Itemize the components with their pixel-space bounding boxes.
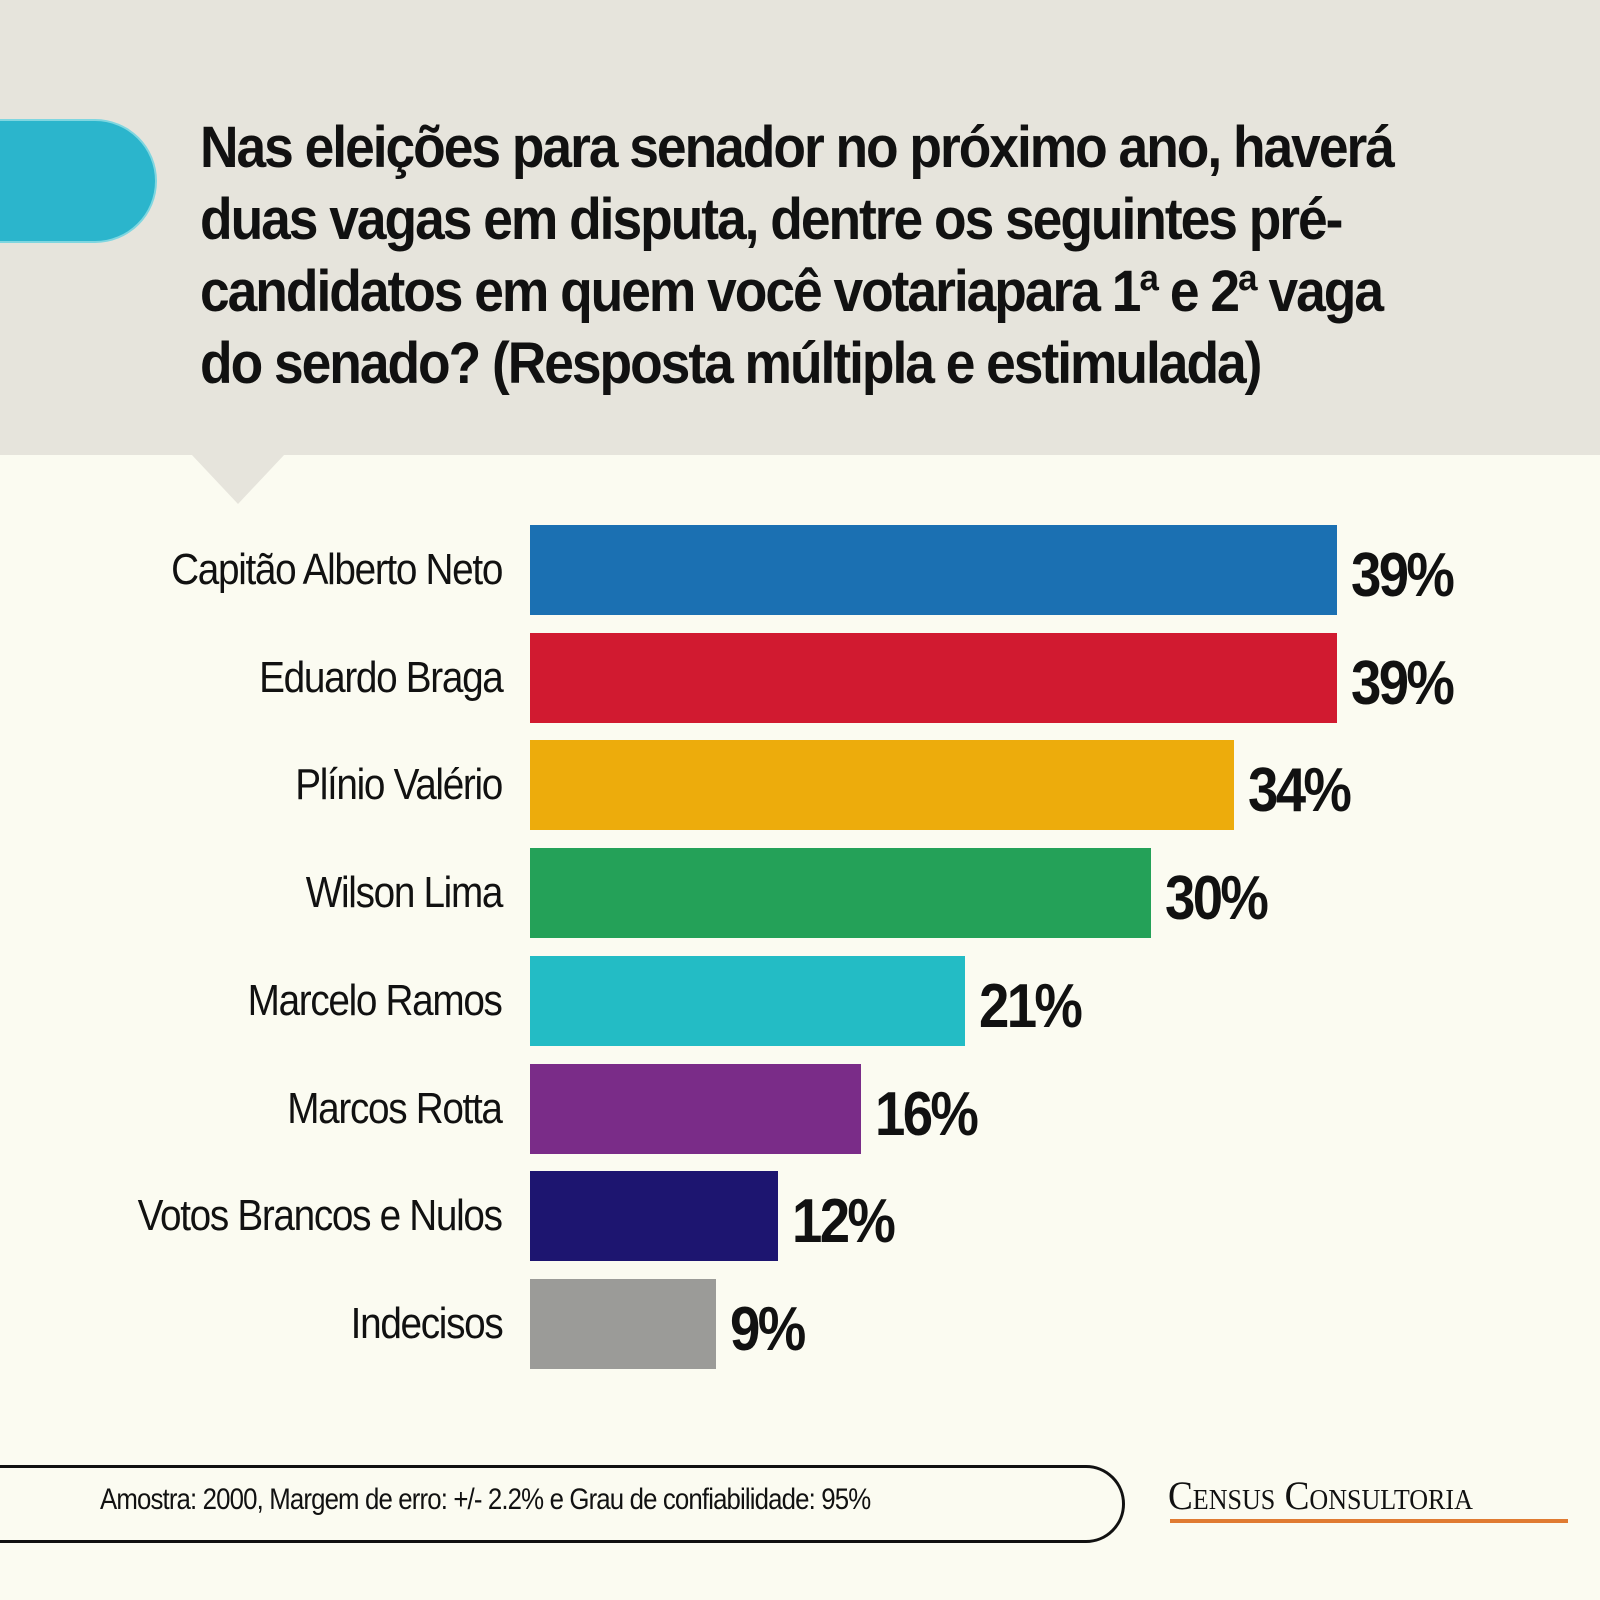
bar-chart: Capitão Alberto Neto 39% Eduardo Braga 39% P… — [0, 525, 1600, 1369]
bar — [530, 848, 1151, 939]
bar-label: Capitão Alberto Neto — [171, 545, 503, 594]
bar-value: 9% — [730, 1294, 806, 1364]
bar-value: 39% — [1351, 541, 1455, 610]
bar-label: Eduardo Braga — [258, 652, 504, 702]
bar — [530, 955, 965, 1046]
bar — [530, 1171, 779, 1262]
bar-value: 39% — [1351, 648, 1455, 718]
bar-row: Marcelo Ramos 21% — [0, 955, 1600, 1046]
header-pointer — [191, 454, 285, 504]
bar-label: Votos Brancos e Nulos — [137, 1191, 503, 1241]
bar-label: Indecisos — [350, 1298, 503, 1348]
bar-row: Marcos Rotta 16% — [0, 1063, 1600, 1154]
bar — [530, 1063, 862, 1154]
bar-row: Wilson Lima 30% — [0, 848, 1600, 939]
bar — [530, 525, 1338, 615]
bar-label: Plínio Valério — [295, 760, 503, 810]
brand-name: Census Consultoria — [1168, 1473, 1473, 1518]
methodology-note: Amostra: 2000, Margem de erro: +/- 2.2% … — [100, 1483, 871, 1516]
bar-label: Marcelo Ramos — [248, 975, 503, 1025]
bar-row: Votos Brancos e Nulos 12% — [0, 1171, 1600, 1262]
bar-value: 30% — [1165, 864, 1269, 934]
bar-row: Eduardo Braga 39% — [0, 632, 1600, 723]
chart-title: Nas eleições para senador no próximo ano… — [200, 115, 1395, 396]
bar — [530, 632, 1338, 723]
bar-label: Marcos Rotta — [287, 1083, 504, 1133]
bar-value: 21% — [978, 971, 1083, 1041]
accent-pill — [0, 121, 155, 241]
header-panel — [0, 0, 1600, 455]
bar — [530, 740, 1234, 831]
brand-underline — [1170, 1519, 1568, 1523]
bar-value: 16% — [875, 1079, 979, 1149]
bar-label: Wilson Lima — [305, 868, 504, 918]
bar-row: Indecisos 9% — [0, 1278, 1600, 1369]
bar-row: Capitão Alberto Neto 39% — [0, 525, 1600, 615]
footer-pill — [0, 1465, 1125, 1543]
bar-row: Plínio Valério 34% — [0, 740, 1600, 831]
brand-logo: Census Consultoria — [1168, 1472, 1568, 1523]
bar-value: 12% — [792, 1187, 896, 1257]
bar-value: 34% — [1247, 756, 1352, 826]
bar — [530, 1278, 717, 1369]
